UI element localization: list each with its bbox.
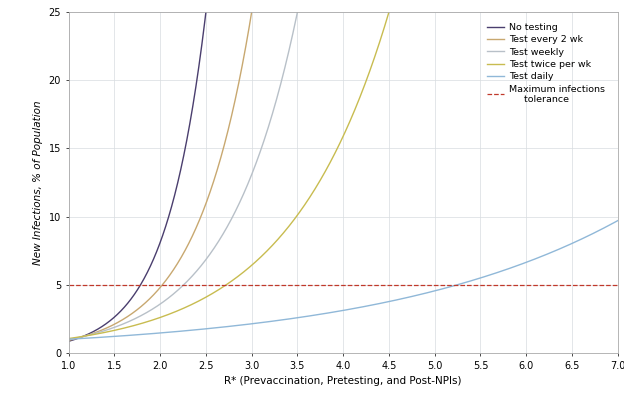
Y-axis label: New Infections, % of Population: New Infections, % of Population — [33, 100, 43, 265]
Test twice per wk — [93, 332, 100, 336]
Test daily — [598, 227, 605, 231]
Test twice per wk — [318, 176, 325, 181]
Line: Test daily: Test daily — [69, 221, 618, 339]
Test daily — [598, 227, 605, 232]
No testing — [65, 339, 72, 344]
Test daily — [332, 309, 339, 314]
Legend: No testing, Test every 2 wk, Test weekly, Test twice per wk, Test daily, Maximum: No testing, Test every 2 wk, Test weekly… — [484, 20, 608, 107]
Test twice per wk — [65, 336, 72, 341]
No testing — [93, 327, 100, 332]
Maximum infections
     tolerance — [65, 282, 72, 287]
Test twice per wk — [332, 149, 339, 154]
Test daily — [93, 335, 100, 340]
Test daily — [614, 218, 622, 223]
Line: Test weekly: Test weekly — [69, 5, 299, 340]
Line: Test twice per wk: Test twice per wk — [69, 6, 391, 338]
Test daily — [497, 269, 505, 274]
Test daily — [318, 312, 325, 316]
X-axis label: R* (Prevaccination, Pretesting, and Post-NPIs): R* (Prevaccination, Pretesting, and Post… — [225, 376, 462, 386]
Test weekly — [93, 330, 100, 335]
Test every 2 wk — [65, 338, 72, 343]
Test every 2 wk — [93, 330, 100, 334]
Line: Test every 2 wk: Test every 2 wk — [69, 6, 253, 340]
Test daily — [65, 337, 72, 342]
Test weekly — [65, 337, 72, 342]
Line: No testing: No testing — [69, 7, 207, 341]
